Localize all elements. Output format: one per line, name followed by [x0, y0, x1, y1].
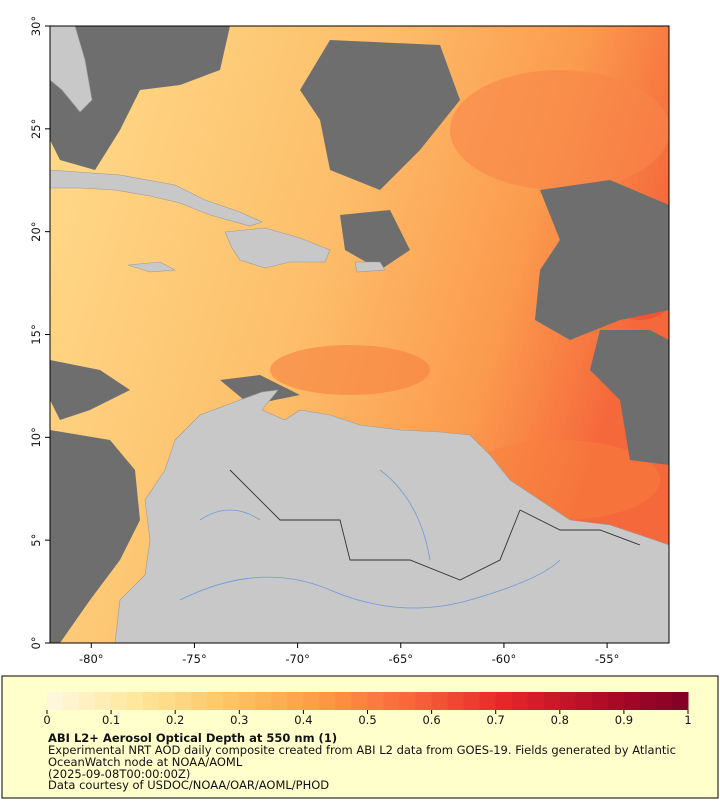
colorbar-swatch: [63, 692, 80, 710]
colorbar-swatch: [207, 692, 224, 710]
colorbar-swatch: [527, 692, 545, 710]
caption-title: ABI L2+ Aerosol Optical Depth at 550 nm …: [48, 731, 337, 745]
colorbar-swatch: [303, 692, 320, 710]
colorbar-swatch: [111, 692, 128, 710]
colorbar-tick-label: 0.9: [615, 713, 633, 727]
colorbar-swatch: [175, 692, 192, 710]
colorbar-swatch: [239, 692, 256, 710]
colorbar-tick-label: 0.4: [294, 713, 312, 727]
colorbar-swatch: [127, 692, 144, 710]
colorbar-swatch: [415, 692, 433, 710]
colorbar-swatch: [479, 692, 497, 710]
caption-line: (2025-09-08T00:00:00Z): [48, 767, 190, 781]
caption-line: Data courtesy of USDOC/NOAA/OAR/AOML/PHO…: [48, 778, 329, 792]
clouds: [50, 26, 669, 643]
rivers: [179, 469, 561, 609]
colorbar-tick-label: 0.8: [551, 713, 569, 727]
borders: [229, 469, 641, 581]
colorbar-swatch: [447, 692, 465, 710]
colorbar-tick-label: 0: [43, 713, 50, 727]
colorbar-swatch: [383, 692, 401, 710]
x-tick-label: -75°: [182, 652, 207, 666]
colorbar-tick-label: 0.5: [358, 713, 376, 727]
x-tick-label: -70°: [285, 652, 310, 666]
colorbar-tick-label: 0.2: [166, 713, 184, 727]
colorbar-swatch: [271, 692, 288, 710]
colorbar-swatch: [319, 692, 336, 710]
colorbar-swatch: [495, 692, 513, 710]
colorbar-swatch: [655, 692, 673, 710]
y-tick-label: 10°: [29, 427, 43, 447]
colorbar-swatch: [367, 692, 385, 710]
caption-line: Experimental NRT AOD daily composite cre…: [48, 743, 676, 757]
colorbar-swatch: [431, 692, 449, 710]
y-tick-label: 25°: [29, 119, 43, 139]
colorbar-tick-label: 0.3: [230, 713, 248, 727]
colorbar-swatch: [159, 692, 176, 710]
map-area: [50, 26, 669, 643]
y-tick-label: 15°: [29, 324, 43, 344]
colorbar-swatch: [287, 692, 304, 710]
x-tick-label: -60°: [492, 652, 517, 666]
caption-line: OceanWatch node at NOAA/AOML: [48, 755, 243, 769]
colorbar-tick-label: 0.6: [422, 713, 440, 727]
colorbar-swatch: [143, 692, 160, 710]
colorbar-swatch: [559, 692, 577, 710]
colorbar-swatch: [47, 692, 64, 710]
y-tick-label: 5°: [29, 534, 43, 547]
colorbar-tick-label: 1: [684, 713, 691, 727]
y-tick-label: 20°: [29, 221, 43, 241]
colorbar-tick-label: 0.1: [102, 713, 120, 727]
colorbar-swatch: [607, 692, 625, 710]
colorbar-swatch: [255, 692, 272, 710]
colorbar-swatch: [191, 692, 208, 710]
colorbar-swatch: [95, 692, 112, 710]
x-tick-label: -55°: [595, 652, 620, 666]
colorbar-swatch: [463, 692, 481, 710]
aerosol-plume: [270, 345, 430, 395]
colorbar-swatch: [335, 692, 352, 710]
colorbar-swatch: [511, 692, 529, 710]
colorbar-swatch: [623, 692, 641, 710]
colorbar-swatch: [591, 692, 609, 710]
y-tick-label: 30°: [29, 16, 43, 36]
colorbar: 0 0.1 0.2 0.3 0.4 0.5 0.6 0.7 0.8 0.9 1: [43, 692, 692, 727]
axes: -80° -75° -70° -65° -60° -55° 0° 5° 10° 15° 20° 25°…: [29, 16, 619, 666]
colorbar-swatch: [575, 692, 593, 710]
colorbar-swatch: [639, 692, 657, 710]
colorbar-swatch: [399, 692, 417, 710]
colorbar-tick-label: 0.7: [487, 713, 505, 727]
colorbar-swatch: [223, 692, 240, 710]
land: [50, 26, 669, 643]
aerosol-plume: [450, 70, 669, 190]
colorbar-swatch: [671, 692, 689, 710]
colorbar-swatch: [543, 692, 561, 710]
x-tick-label: -65°: [388, 652, 413, 666]
y-tick-label: 0°: [29, 636, 43, 649]
colorbar-swatch: [351, 692, 368, 710]
colorbar-swatch: [79, 692, 96, 710]
x-tick-label: -80°: [79, 652, 104, 666]
